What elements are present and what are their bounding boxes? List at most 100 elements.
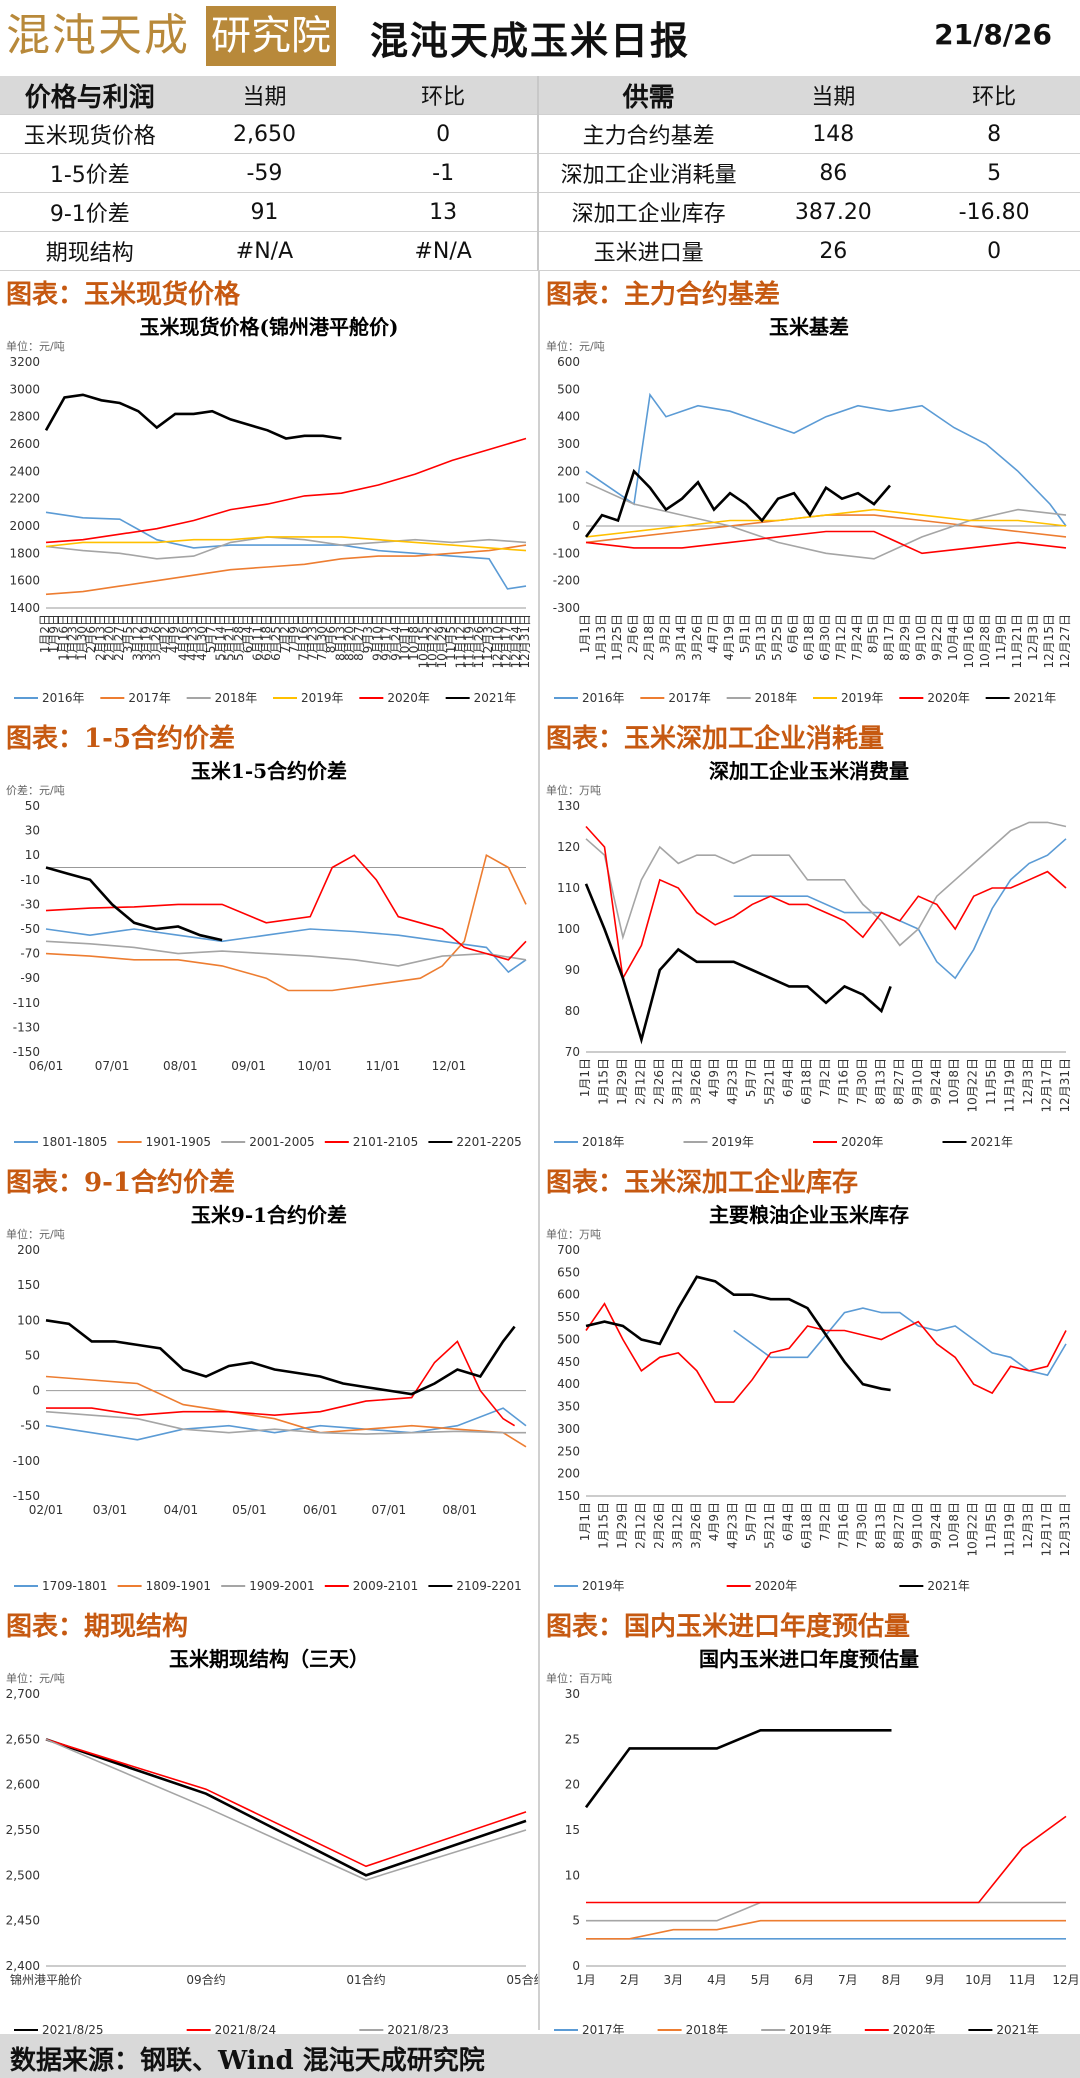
summary-cell: 148 xyxy=(758,114,909,154)
x-tick-label: 7月30日 xyxy=(315,614,329,661)
chart-title: 玉米现货价格(锦州港平舱价) xyxy=(140,315,399,339)
summary-cell: 9-1价差 xyxy=(0,192,180,232)
panel-inventory: 图表：玉米深加工企业库存 主要粮油企业玉米库存 单位：万吨 150 200 250 300… xyxy=(540,1160,1078,1608)
summary-row: 1-5价差 -59 -1 深加工企业消耗量 86 5 xyxy=(0,153,1080,193)
summary-cell: #N/A xyxy=(349,231,539,271)
x-tick-label: 12月31日 xyxy=(518,614,532,669)
x-tick-label: 7月2日 xyxy=(818,1058,832,1097)
x-tick-label: 8月5日 xyxy=(866,614,880,653)
x-tick-label: 01合约 xyxy=(346,1972,385,1987)
series-line xyxy=(584,883,892,1045)
x-tick-label: 8月20日 xyxy=(343,614,357,661)
series-line xyxy=(45,928,527,974)
y-tick-label: 2,500 xyxy=(6,1868,40,1882)
x-tick-label: 2月6日 xyxy=(626,614,640,653)
x-tick-label: 3月12日 xyxy=(670,1058,684,1105)
series-line xyxy=(45,1738,527,1881)
x-tick-label: 11/01 xyxy=(366,1059,401,1073)
x-tick-label: 7月16日 xyxy=(836,1502,850,1549)
series-line xyxy=(584,1729,892,1809)
panel-title: 图表：玉米深加工企业消耗量 xyxy=(546,724,885,754)
x-tick-label: 5月21日 xyxy=(763,1502,777,1549)
summary-header-cell: 环比 xyxy=(908,76,1080,115)
x-tick-label: 12月15日 xyxy=(1042,614,1056,669)
series-line xyxy=(45,437,527,544)
x-tick-label: 7月30日 xyxy=(855,1502,869,1549)
summary-row: 9-1价差 91 13 深加工企业库存 387.20 -16.80 xyxy=(0,192,1080,232)
x-tick-label: 11月19日 xyxy=(463,614,477,669)
summary-row: 期现结构 #N/A #N/A 玉米进口量 26 0 xyxy=(0,231,1080,271)
series-line xyxy=(586,1919,1066,1940)
y-tick-label: 600 xyxy=(557,1288,580,1302)
x-tick-label: 6月4日 xyxy=(241,614,255,653)
x-tick-label: 1月1日 xyxy=(578,614,592,653)
y-tick-label: -30 xyxy=(20,897,40,911)
panel-title: 图表：9-1合约价差 xyxy=(6,1168,235,1198)
x-tick-label: 3月26日 xyxy=(690,614,704,661)
x-tick-label: 8月27日 xyxy=(892,1502,906,1549)
y-tick-label: -300 xyxy=(553,601,580,615)
summary-cell: 387.20 xyxy=(758,192,909,232)
x-tick-label: 1月16日 xyxy=(56,614,70,661)
y-tick-label: 500 xyxy=(557,382,580,396)
logo-text-left: 混沌天成 xyxy=(6,10,190,61)
series-line xyxy=(45,1410,526,1435)
panel-title: 图表：1-5合约价差 xyxy=(6,724,235,754)
panel-spot-price: 图表：玉米现货价格 玉米现货价格(锦州港平舱价) 单位：元/吨 1400 1600 18… xyxy=(0,272,538,720)
summary-cell: 91 xyxy=(179,192,350,232)
x-tick-label: 10月15日 xyxy=(416,614,430,669)
legend-label: 1709-1801 xyxy=(42,1579,107,1593)
x-tick-label: 5月1日 xyxy=(738,614,752,653)
x-tick-label: 12月3日 xyxy=(1026,614,1040,661)
legend-label: 1801-1805 xyxy=(42,1135,107,1149)
panel-term-structure: 图表：期现结构 玉米期现结构（三天） 单位：元/吨 2,400 2,450 2,500 2… xyxy=(0,1604,538,2052)
x-tick-label: 1月15日 xyxy=(596,1058,610,1105)
x-tick-label: 9月10日 xyxy=(914,614,928,661)
x-tick-label: 6月11日 xyxy=(250,614,264,661)
series-line xyxy=(585,481,1067,560)
series-line xyxy=(585,821,1067,947)
x-tick-label: 7月9日 xyxy=(287,614,301,653)
y-tick-label: 90 xyxy=(565,963,580,977)
y-tick-label: 30 xyxy=(25,824,40,838)
x-tick-label: 06/01 xyxy=(29,1059,64,1073)
y-tick-label: 110 xyxy=(557,881,580,895)
summary-cell: 86 xyxy=(758,153,909,193)
summary-cell: 深加工企业库存 xyxy=(537,192,759,232)
x-tick-label: 12月 xyxy=(1052,1973,1078,1987)
summary-cell: 26 xyxy=(758,231,909,271)
summary-cell: 2,650 xyxy=(179,114,350,154)
x-tick-label: 12/01 xyxy=(432,1059,467,1073)
x-tick-label: 11月9日 xyxy=(994,614,1008,661)
legend-label: 2019年 xyxy=(712,1135,755,1149)
x-tick-label: 1月 xyxy=(576,1973,596,1987)
y-tick-label: 550 xyxy=(557,1310,580,1324)
legend-label: 2020年 xyxy=(755,1579,798,1593)
chart-title: 深加工企业玉米消费量 xyxy=(709,759,909,783)
summary-header-row: 价格与利润 当期 环比 供需 当期 环比 xyxy=(0,76,1080,115)
x-tick-label: 5月14日 xyxy=(213,614,227,661)
x-tick-label: 12月3日 xyxy=(1021,1502,1035,1549)
y-tick-label: 600 xyxy=(557,355,580,369)
summary-row: 玉米现货价格 2,650 0 主力合约基差 148 8 xyxy=(0,114,1080,154)
panel-spread-9-1: 图表：9-1合约价差 玉米9-1合约价差 单位：元/吨 -150 -100 -50 0 50… xyxy=(0,1160,538,1608)
summary-cell: 深加工企业消耗量 xyxy=(537,153,759,193)
y-tick-label: 25 xyxy=(565,1732,580,1746)
x-tick-label: 10月29日 xyxy=(435,614,449,669)
x-tick-label: 4月9日 xyxy=(707,1502,721,1541)
y-tick-label: 200 xyxy=(557,1467,580,1481)
panel-title: 图表：期现结构 xyxy=(6,1612,189,1642)
y-tick-label: 400 xyxy=(557,1377,580,1391)
chart-unit: 单位：万吨 xyxy=(546,1227,601,1241)
x-tick-label: 9月10日 xyxy=(370,614,384,661)
x-tick-label: 8月13日 xyxy=(333,614,347,661)
x-tick-label: 9月22日 xyxy=(930,614,944,661)
legend-label: 2018年 xyxy=(215,691,258,705)
y-tick-label: 130 xyxy=(557,799,580,813)
summary-cell: -16.80 xyxy=(908,192,1080,232)
x-tick-label: 9月10日 xyxy=(910,1058,924,1105)
legend-label: 2021年 xyxy=(996,2023,1039,2037)
x-tick-label: 1月1日 xyxy=(578,1058,592,1097)
